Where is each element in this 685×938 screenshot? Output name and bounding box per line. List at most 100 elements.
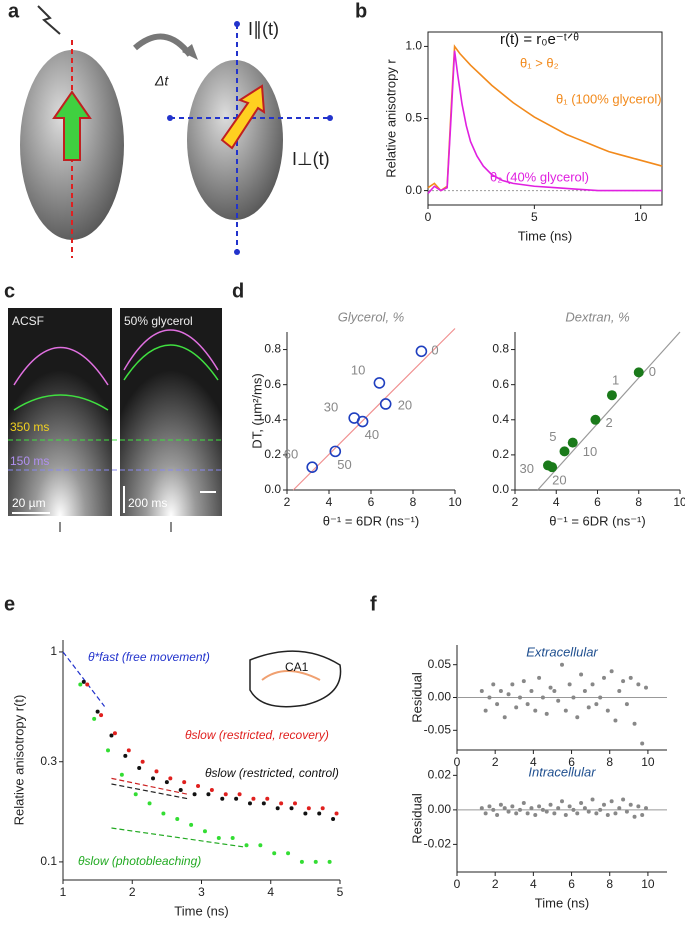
point: [498, 802, 503, 807]
y-tick-label: 0.4: [264, 412, 281, 426]
point-label: 30: [324, 399, 338, 414]
hippocampus-inset: [249, 650, 342, 708]
panel-label: f: [370, 593, 377, 615]
delta-t: Δt: [154, 73, 169, 89]
point: [137, 766, 142, 771]
point-label: 60: [284, 447, 298, 462]
point: [279, 801, 284, 806]
point: [175, 817, 180, 822]
y-axis-label: Relative anisotropy r(t): [11, 695, 26, 826]
point: [502, 715, 507, 720]
fit-line: [111, 827, 244, 848]
point: [81, 679, 86, 684]
x-tick-label: 8: [606, 755, 613, 769]
point: [161, 811, 166, 816]
point: [514, 705, 519, 710]
molecule-art: [20, 5, 333, 258]
point: [525, 811, 530, 816]
x-tick-label: 10: [641, 877, 655, 891]
x-tick-label: 4: [530, 877, 537, 891]
point: [164, 780, 169, 785]
annotation: θ₁ > θ₂: [520, 55, 559, 70]
point: [483, 811, 488, 816]
y-tick-label: 0.1: [40, 854, 57, 868]
point: [582, 688, 587, 693]
point-label: 50: [337, 457, 351, 472]
annotation: r(t) = r₀e⁻ᵗᐟᶿ: [500, 31, 579, 48]
image-title: ACSF: [12, 314, 44, 328]
y-tick-label: 0.02: [428, 768, 452, 782]
y-tick-label: 0.4: [492, 412, 509, 426]
point: [502, 806, 507, 811]
point: [590, 414, 601, 425]
point: [313, 859, 318, 864]
point: [109, 733, 114, 738]
y-tick-label: 1: [50, 644, 57, 658]
point: [640, 813, 645, 818]
point: [299, 859, 304, 864]
point: [575, 811, 580, 816]
series-line: [427, 50, 662, 194]
point: [537, 804, 542, 809]
point: [594, 702, 599, 707]
point: [633, 367, 644, 378]
point: [223, 792, 228, 797]
x-axis-label: θ⁻¹ = 6DR (ns⁻¹): [549, 513, 645, 528]
point: [540, 807, 545, 812]
point: [495, 813, 500, 818]
y-tick-label: 0.05: [428, 657, 452, 671]
panel-label: e: [4, 593, 15, 615]
point: [606, 390, 617, 401]
x-tick-label: 4: [267, 885, 274, 899]
point: [147, 801, 152, 806]
y-axis-label: Residual: [409, 672, 424, 723]
point: [644, 685, 648, 690]
point: [487, 695, 492, 700]
y-tick-label: 0.5: [405, 111, 422, 125]
point: [189, 822, 194, 827]
point: [327, 859, 332, 864]
panel-label: c: [4, 280, 15, 302]
x-tick-label: 3: [198, 885, 205, 899]
point: [621, 679, 626, 684]
time-label: 350 ms: [10, 420, 49, 434]
point: [491, 807, 496, 812]
perpendicular-label: I⊥(t): [292, 149, 330, 169]
point: [85, 682, 90, 687]
point: [579, 672, 584, 677]
x-tick-label: 0: [425, 210, 432, 224]
chart-title: Extracellular: [526, 644, 598, 659]
panel-label: b: [355, 0, 367, 22]
point: [544, 809, 549, 814]
x-tick-label: 2: [129, 885, 136, 899]
x-axis-label: Time (ns): [174, 903, 228, 918]
panel-label: a: [8, 0, 20, 22]
point: [483, 708, 488, 713]
y-tick-label: -0.05: [424, 722, 452, 736]
x-tick-label: 0: [454, 755, 461, 769]
point: [605, 813, 610, 818]
point: [624, 702, 629, 707]
point: [567, 682, 572, 687]
y-tick-label: 0.6: [264, 377, 281, 391]
point: [525, 702, 530, 707]
point: [331, 817, 336, 822]
y-tick-label: 0.00: [428, 690, 452, 704]
point-label: 1: [612, 373, 619, 388]
point: [602, 675, 606, 680]
fit-line: [292, 328, 456, 491]
point-label: 2: [605, 415, 612, 430]
point: [334, 811, 339, 816]
y-tick-label: 1.0: [405, 39, 422, 53]
point: [617, 806, 622, 811]
point: [579, 800, 584, 805]
point: [594, 811, 599, 816]
point: [209, 788, 214, 793]
point-label: 20: [398, 397, 412, 412]
point: [590, 797, 595, 802]
ca1-curve: [261, 670, 321, 681]
point: [289, 806, 294, 811]
chart-title: Intracellular: [528, 764, 596, 779]
point: [495, 702, 500, 707]
chart-title: Glycerol, %: [338, 309, 404, 324]
